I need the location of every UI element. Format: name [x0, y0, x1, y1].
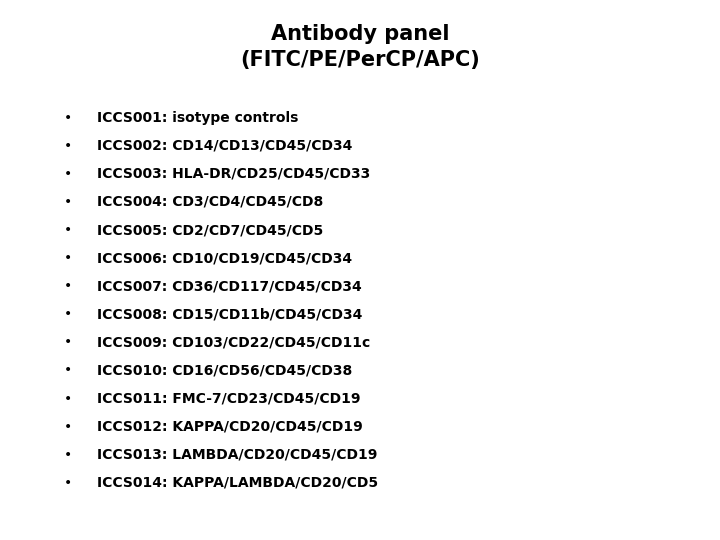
Text: ICCS012: KAPPA/CD20/CD45/CD19: ICCS012: KAPPA/CD20/CD45/CD19: [97, 420, 363, 434]
Text: •: •: [64, 279, 73, 293]
Text: •: •: [64, 335, 73, 349]
Text: •: •: [64, 363, 73, 377]
Text: ICCS014: KAPPA/LAMBDA/CD20/CD5: ICCS014: KAPPA/LAMBDA/CD20/CD5: [97, 476, 378, 490]
Text: •: •: [64, 167, 73, 181]
Text: Antibody panel
(FITC/PE/PerCP/APC): Antibody panel (FITC/PE/PerCP/APC): [240, 24, 480, 70]
Text: ICCS013: LAMBDA/CD20/CD45/CD19: ICCS013: LAMBDA/CD20/CD45/CD19: [97, 448, 377, 462]
Text: •: •: [64, 223, 73, 237]
Text: ICCS004: CD3/CD4/CD45/CD8: ICCS004: CD3/CD4/CD45/CD8: [97, 195, 323, 209]
Text: •: •: [64, 111, 73, 125]
Text: ICCS006: CD10/CD19/CD45/CD34: ICCS006: CD10/CD19/CD45/CD34: [97, 251, 352, 265]
Text: ICCS001: isotype controls: ICCS001: isotype controls: [97, 111, 299, 125]
Text: •: •: [64, 392, 73, 406]
Text: ICCS011: FMC-7/CD23/CD45/CD19: ICCS011: FMC-7/CD23/CD45/CD19: [97, 392, 361, 406]
Text: ICCS005: CD2/CD7/CD45/CD5: ICCS005: CD2/CD7/CD45/CD5: [97, 223, 323, 237]
Text: ICCS007: CD36/CD117/CD45/CD34: ICCS007: CD36/CD117/CD45/CD34: [97, 279, 362, 293]
Text: •: •: [64, 476, 73, 490]
Text: ICCS010: CD16/CD56/CD45/CD38: ICCS010: CD16/CD56/CD45/CD38: [97, 363, 353, 377]
Text: ICCS003: HLA-DR/CD25/CD45/CD33: ICCS003: HLA-DR/CD25/CD45/CD33: [97, 167, 371, 181]
Text: ICCS002: CD14/CD13/CD45/CD34: ICCS002: CD14/CD13/CD45/CD34: [97, 139, 353, 153]
Text: ICCS008: CD15/CD11b/CD45/CD34: ICCS008: CD15/CD11b/CD45/CD34: [97, 307, 363, 321]
Text: •: •: [64, 195, 73, 209]
Text: •: •: [64, 251, 73, 265]
Text: •: •: [64, 420, 73, 434]
Text: •: •: [64, 448, 73, 462]
Text: ICCS009: CD103/CD22/CD45/CD11c: ICCS009: CD103/CD22/CD45/CD11c: [97, 335, 371, 349]
Text: •: •: [64, 307, 73, 321]
Text: •: •: [64, 139, 73, 153]
